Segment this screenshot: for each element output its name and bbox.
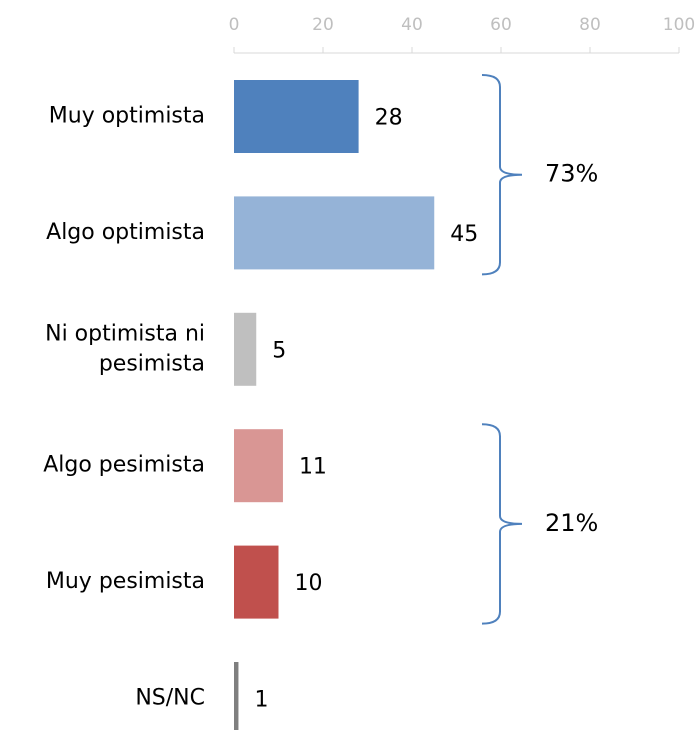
x-tick-label: 20 (312, 15, 334, 35)
x-tick-label: 80 (579, 15, 601, 35)
bar (234, 545, 279, 619)
value-label: 28 (375, 106, 403, 131)
category-label: Algo pesimista (43, 453, 205, 478)
x-tick-label: 40 (401, 15, 423, 35)
x-tick-label: 60 (490, 15, 512, 35)
value-label: 5 (272, 338, 286, 363)
bar (234, 312, 257, 386)
category-label: Muy optimista (49, 104, 205, 129)
bracket (481, 74, 523, 276)
value-label: 45 (450, 222, 478, 247)
bar (234, 429, 283, 503)
value-label: 11 (299, 455, 327, 480)
bracket (481, 423, 523, 625)
category-label: Muy pesimista (46, 569, 205, 594)
bar (234, 80, 359, 153)
annotation: 73% (545, 160, 598, 188)
value-label: 1 (254, 688, 268, 713)
bar (234, 662, 239, 730)
value-label: 10 (295, 571, 323, 596)
category-label: Ni optimista ni pesimista (45, 321, 205, 376)
category-label: NS/NC (135, 686, 205, 711)
annotation: 21% (545, 509, 598, 537)
x-tick-label: 0 (229, 15, 240, 35)
category-label: Algo optimista (46, 220, 205, 245)
bar (234, 196, 435, 270)
x-tick-label: 100 (663, 15, 695, 35)
